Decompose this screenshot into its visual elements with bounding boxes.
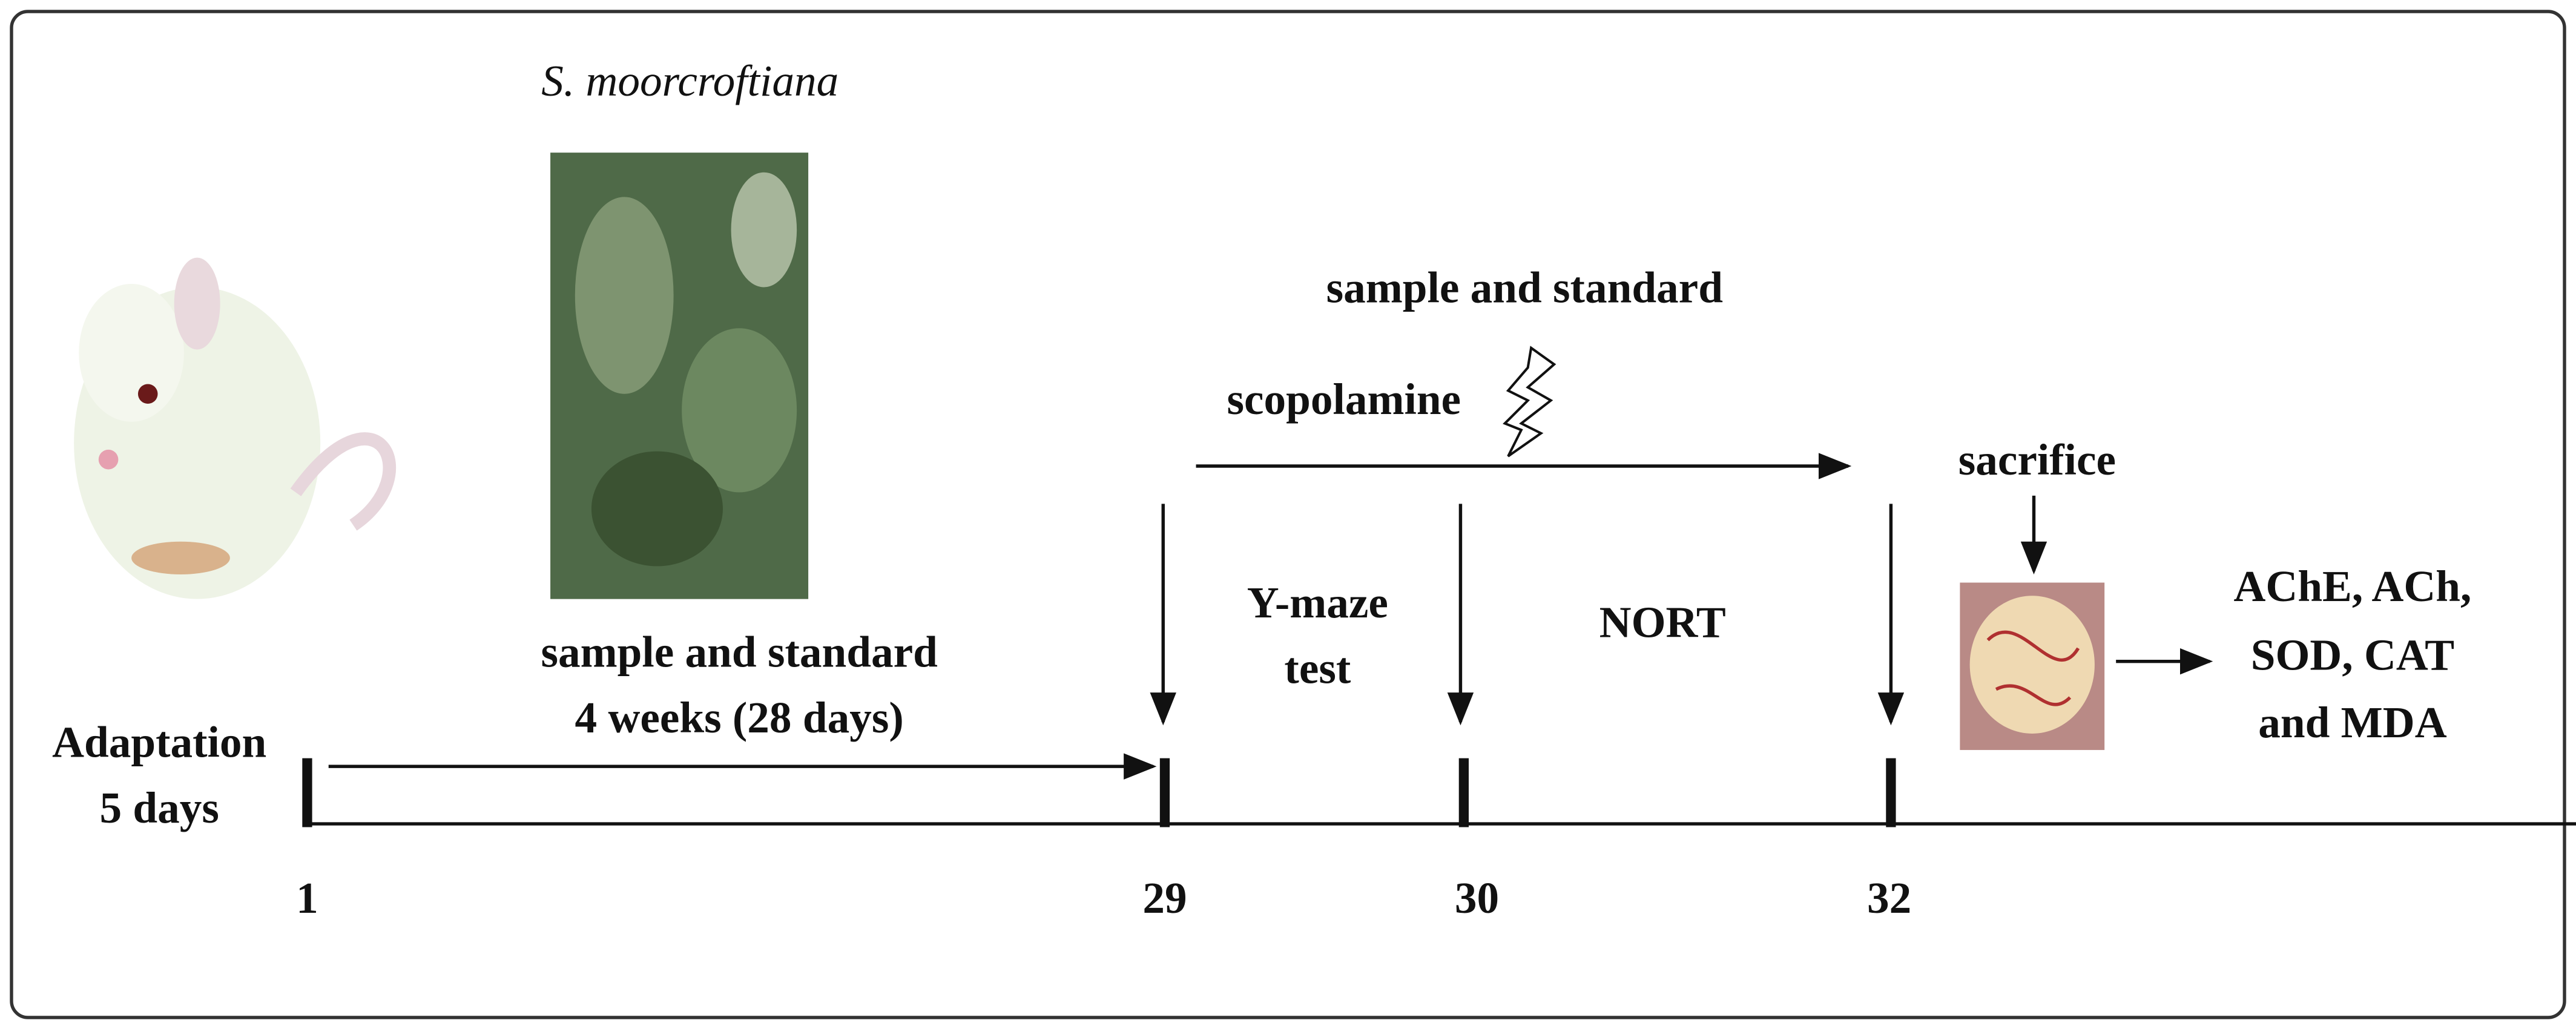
adaptation-label: 5 days	[100, 783, 219, 832]
species-name: S. moorcroftiana	[541, 56, 838, 105]
test-label: test	[1284, 643, 1351, 692]
assay-label: and MDA	[2258, 698, 2446, 747]
lightning-icon	[1503, 346, 1556, 458]
frame	[10, 10, 2566, 1019]
pretreatment-label: 4 weeks (28 days)	[575, 693, 904, 742]
timeline-tick	[1458, 758, 1469, 827]
timeline-tick	[302, 758, 312, 827]
day-label: 32	[1867, 873, 1911, 922]
assay-label: AChE, ACh,	[2234, 562, 2472, 611]
brain-image	[1960, 582, 2105, 751]
sacrifice-label: sacrifice	[1958, 435, 2116, 484]
treatment-label: sample and standard	[1326, 263, 1723, 312]
day-label: 29	[1142, 873, 1187, 922]
timeline-tick	[1886, 758, 1896, 827]
inducer-label: scopolamine	[1227, 375, 1461, 424]
timeline-tick	[1159, 758, 1170, 827]
test-label: NORT	[1599, 598, 1726, 647]
day-label: 30	[1455, 873, 1499, 922]
pretreatment-label: sample and standard	[541, 627, 937, 676]
mouse-image	[74, 257, 397, 599]
adaptation-label: Adaptation	[52, 717, 266, 766]
assay-label: SOD, CAT	[2251, 631, 2454, 680]
day-label: 1	[296, 873, 318, 922]
test-label: Y-maze	[1247, 578, 1388, 627]
plant-image	[550, 153, 809, 599]
